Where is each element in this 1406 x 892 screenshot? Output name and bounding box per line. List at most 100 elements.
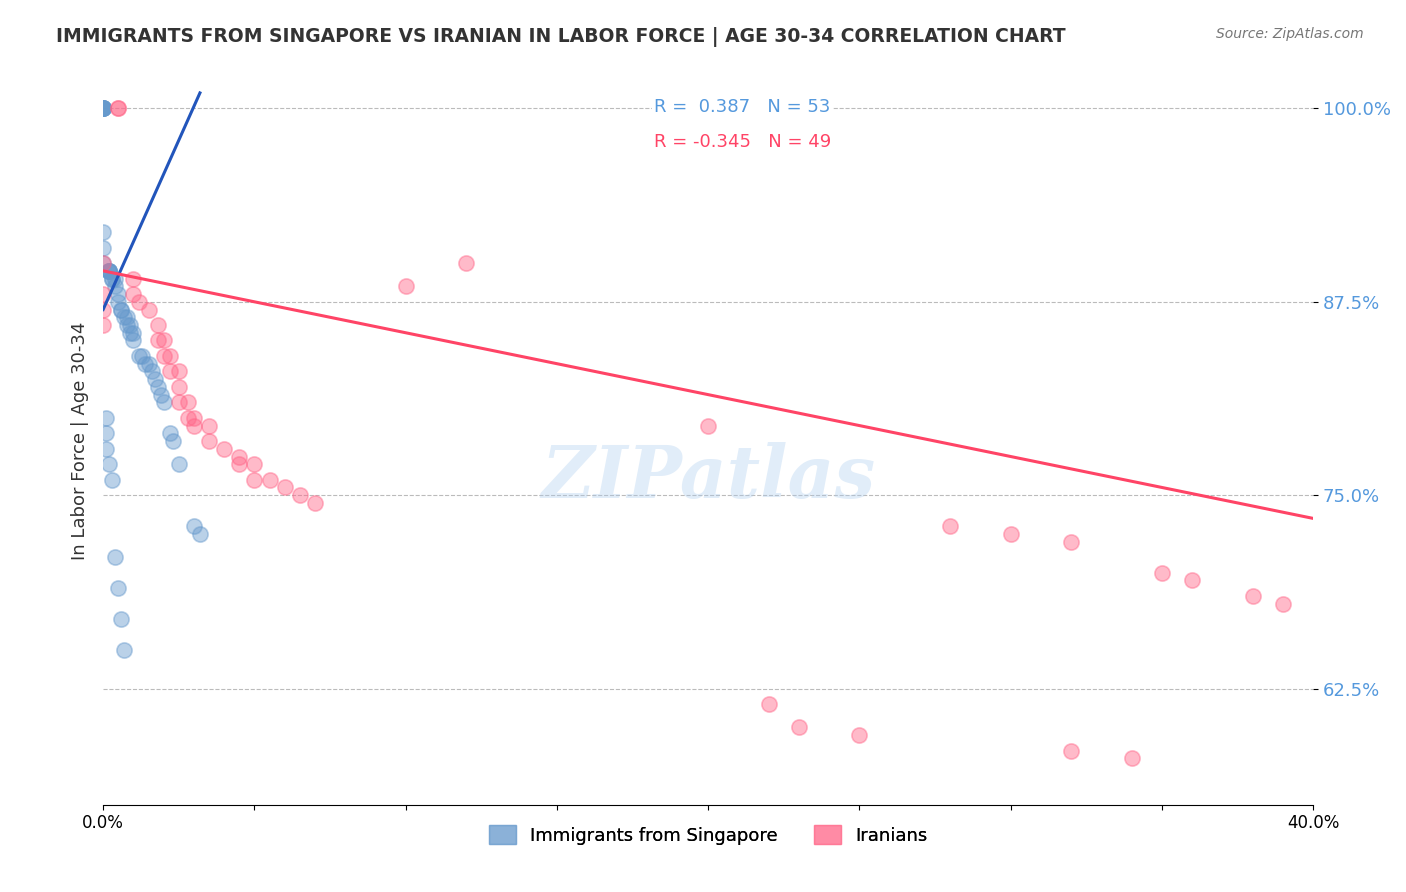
Immigrants from Singapore [141,364,163,378]
Immigrants from Singapore [98,264,121,278]
Immigrants from Singapore [91,102,114,116]
Iranians [183,410,205,425]
Text: IMMIGRANTS FROM SINGAPORE VS IRANIAN IN LABOR FORCE | AGE 30-34 CORRELATION CHAR: IMMIGRANTS FROM SINGAPORE VS IRANIAN IN … [56,27,1066,46]
Iranians [152,349,174,363]
Immigrants from Singapore [104,550,127,565]
Iranians [167,364,190,378]
Iranians [167,380,190,394]
Immigrants from Singapore [120,326,142,340]
Iranians [91,287,114,301]
Immigrants from Singapore [91,102,114,116]
Immigrants from Singapore [122,326,145,340]
Iranians [91,256,114,270]
Immigrants from Singapore [98,264,121,278]
Iranians [212,442,235,456]
Immigrants from Singapore [96,426,118,441]
Iranians [243,457,266,471]
Immigrants from Singapore [149,387,172,401]
Immigrants from Singapore [143,372,166,386]
Iranians [183,418,205,433]
Immigrants from Singapore [152,395,174,409]
Iranians [107,102,129,116]
Iranians [107,102,129,116]
Immigrants from Singapore [91,102,114,116]
Iranians [146,334,169,348]
Immigrants from Singapore [91,102,114,116]
Iranians [1241,589,1264,603]
Iranians [1000,527,1022,541]
Immigrants from Singapore [110,612,132,626]
Immigrants from Singapore [110,302,132,317]
Legend: Immigrants from Singapore, Iranians: Immigrants from Singapore, Iranians [479,816,936,854]
Iranians [128,294,150,309]
Immigrants from Singapore [107,581,129,595]
Immigrants from Singapore [98,264,121,278]
Iranians [243,473,266,487]
Iranians [259,473,281,487]
Immigrants from Singapore [134,357,156,371]
Immigrants from Singapore [91,102,114,116]
Immigrants from Singapore [120,318,142,332]
Iranians [939,519,962,533]
Immigrants from Singapore [131,349,153,363]
Iranians [1181,574,1204,588]
Immigrants from Singapore [98,264,121,278]
Iranians [159,349,181,363]
Immigrants from Singapore [159,426,181,441]
Immigrants from Singapore [146,380,169,394]
Iranians [1060,743,1083,757]
Iranians [122,271,145,285]
Immigrants from Singapore [91,241,114,255]
Immigrants from Singapore [138,357,160,371]
Text: R =  0.387   N = 53: R = 0.387 N = 53 [654,98,830,116]
Immigrants from Singapore [98,264,121,278]
Immigrants from Singapore [107,287,129,301]
Immigrants from Singapore [96,442,118,456]
Iranians [228,450,250,464]
Immigrants from Singapore [91,102,114,116]
Iranians [91,302,114,317]
Immigrants from Singapore [98,457,121,471]
Immigrants from Singapore [101,473,124,487]
Immigrants from Singapore [104,271,127,285]
Iranians [1150,566,1173,580]
Iranians [1121,751,1143,765]
Iranians [1272,597,1295,611]
Immigrants from Singapore [183,519,205,533]
Iranians [198,434,221,448]
Iranians [697,418,720,433]
Iranians [304,496,326,510]
Immigrants from Singapore [101,271,124,285]
Immigrants from Singapore [104,279,127,293]
Iranians [146,318,169,332]
Iranians [198,418,221,433]
Iranians [456,256,478,270]
Immigrants from Singapore [128,349,150,363]
Y-axis label: In Labor Force | Age 30-34: In Labor Force | Age 30-34 [72,322,89,560]
Iranians [159,364,181,378]
Immigrants from Singapore [112,643,135,657]
Immigrants from Singapore [167,457,190,471]
Immigrants from Singapore [188,527,211,541]
Immigrants from Singapore [112,310,135,325]
Iranians [138,302,160,317]
Text: R = -0.345   N = 49: R = -0.345 N = 49 [654,133,831,151]
Text: Source: ZipAtlas.com: Source: ZipAtlas.com [1216,27,1364,41]
Iranians [91,318,114,332]
Iranians [273,481,295,495]
Immigrants from Singapore [96,410,118,425]
Iranians [758,697,780,711]
Iranians [152,334,174,348]
Immigrants from Singapore [162,434,184,448]
Immigrants from Singapore [91,225,114,239]
Immigrants from Singapore [110,302,132,317]
Immigrants from Singapore [107,294,129,309]
Iranians [395,279,418,293]
Immigrants from Singapore [117,318,139,332]
Immigrants from Singapore [91,256,114,270]
Immigrants from Singapore [117,310,139,325]
Iranians [1060,534,1083,549]
Iranians [848,728,870,742]
Iranians [167,395,190,409]
Iranians [228,457,250,471]
